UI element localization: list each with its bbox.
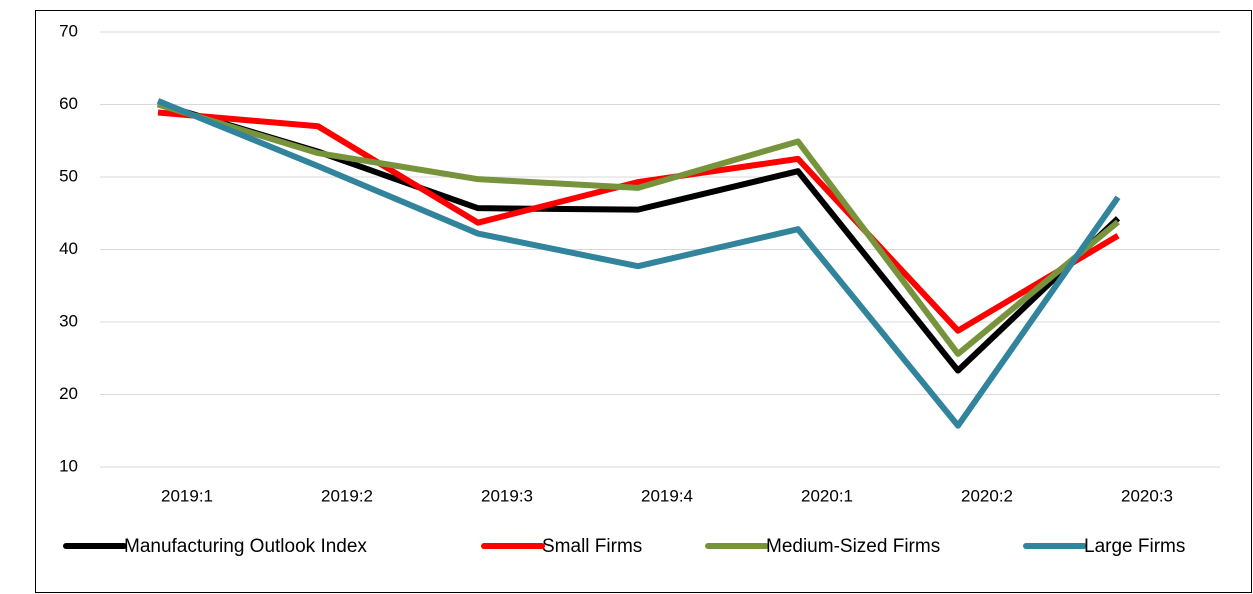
y-tick-label: 50 bbox=[59, 166, 78, 185]
legend-label: Small Firms bbox=[542, 536, 642, 557]
series-line bbox=[157, 101, 1120, 357]
x-tick-label: 2020:3 bbox=[1121, 486, 1173, 505]
y-tick-label: 10 bbox=[59, 456, 78, 475]
x-tick-label: 2020:1 bbox=[801, 486, 853, 505]
y-tick-label: 70 bbox=[59, 21, 78, 40]
legend-label: Manufacturing Outlook Index bbox=[124, 536, 367, 557]
series-line bbox=[157, 100, 1121, 374]
y-tick-label: 20 bbox=[59, 384, 78, 403]
y-tick-label: 40 bbox=[59, 239, 78, 258]
x-tick-label: 2019:2 bbox=[321, 486, 373, 505]
x-tick-label: 2019:4 bbox=[641, 486, 693, 505]
y-tick-label: 30 bbox=[59, 311, 78, 330]
series-line bbox=[156, 98, 1121, 429]
legend-label: Medium-Sized Firms bbox=[766, 536, 940, 557]
series-line bbox=[157, 109, 1120, 334]
legend-label: Large Firms bbox=[1084, 536, 1185, 557]
x-tick-label: 2019:3 bbox=[481, 486, 533, 505]
y-tick-label: 60 bbox=[59, 94, 78, 113]
chart-border bbox=[35, 10, 1252, 593]
x-tick-label: 2020:2 bbox=[961, 486, 1013, 505]
x-tick-label: 2019:1 bbox=[161, 486, 213, 505]
